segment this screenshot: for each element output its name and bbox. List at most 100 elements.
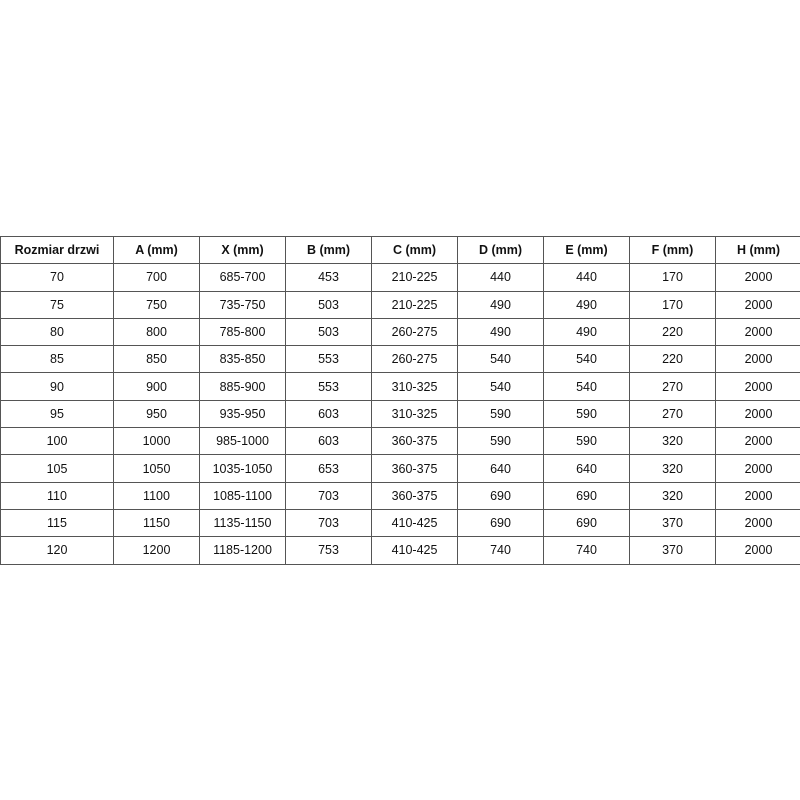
table-cell: 360-375 [371,481,458,510]
table-cell: 370 [629,508,716,538]
table-cell: 590 [543,399,630,429]
table-cell: 1135-1150 [199,508,286,538]
table-cell: 80 [0,317,114,347]
table-cell: 115 [0,508,114,538]
table-cell: 2000 [715,481,800,510]
table-cell: 950 [113,399,200,429]
table-cell: 1200 [113,536,200,565]
table-cell: 270 [629,399,716,429]
table-cell: 850 [113,345,200,374]
table-cell: 210-225 [371,290,458,319]
table-cell: 490 [543,290,630,319]
table-cell: 653 [285,454,372,483]
table-cell: 490 [543,317,630,347]
table-cell: 640 [457,454,544,483]
table-cell: 360-375 [371,454,458,483]
table-cell: 170 [629,290,716,319]
table-cell: 540 [543,372,630,401]
table-cell: 75 [0,290,114,319]
table-row: 75 750 735-750 503 210-225 490 490 170 2000 [0,290,800,319]
column-header: D (mm) [457,235,544,265]
column-header: E (mm) [543,235,630,265]
column-header: B (mm) [285,235,372,265]
table-cell: 750 [113,290,200,319]
table-row: 105 1050 1035-1050 653 360-375 640 640 320 2000 [0,454,800,483]
table-cell: 2000 [715,372,800,401]
table-cell: 503 [285,290,372,319]
table-cell: 453 [285,263,372,292]
table-cell: 320 [629,427,716,456]
table-cell: 410-425 [371,508,458,538]
column-header: X (mm) [199,235,286,265]
column-header: F (mm) [629,235,716,265]
table-row: 90 900 885-900 553 310-325 540 540 270 2000 [0,372,800,401]
table-cell: 553 [285,372,372,401]
table-row: 115 1150 1135-1150 703 410-425 690 690 370 2000 [0,508,800,538]
table-cell: 835-850 [199,345,286,374]
table-cell: 690 [457,508,544,538]
table-cell: 1050 [113,454,200,483]
table-cell: 700 [113,263,200,292]
table-cell: 2000 [715,290,800,319]
table-cell: 753 [285,536,372,565]
table-cell: 885-900 [199,372,286,401]
table-cell: 1100 [113,481,200,510]
table-cell: 2000 [715,345,800,374]
table-row: 80 800 785-800 503 260-275 490 490 220 2000 [0,317,800,347]
table-row: 110 1100 1085-1100 703 360-375 690 690 320 2000 [0,481,800,510]
table-header-row: Rozmiar drzwi A (mm) X (mm) B (mm) C (mm) D (… [0,235,800,265]
table-cell: 2000 [715,508,800,538]
column-header: A (mm) [113,235,200,265]
table-cell: 690 [543,508,630,538]
table-row: 70 700 685-700 453 210-225 440 440 170 2000 [0,263,800,292]
table-cell: 310-325 [371,372,458,401]
table-cell: 1035-1050 [199,454,286,483]
table-cell: 2000 [715,536,800,565]
table-cell: 310-325 [371,399,458,429]
table-row: 95 950 935-950 603 310-325 590 590 270 2000 [0,399,800,429]
table-cell: 640 [543,454,630,483]
table-cell: 2000 [715,317,800,347]
table-cell: 370 [629,536,716,565]
table-cell: 1185-1200 [199,536,286,565]
door-size-table: Rozmiar drzwi A (mm) X (mm) B (mm) C (mm) D (… [0,235,800,565]
table-cell: 440 [457,263,544,292]
table-cell: 410-425 [371,536,458,565]
table-cell: 735-750 [199,290,286,319]
table-cell: 740 [543,536,630,565]
table-cell: 440 [543,263,630,292]
table-cell: 703 [285,508,372,538]
table-row: 85 850 835-850 553 260-275 540 540 220 2000 [0,345,800,374]
table-cell: 590 [457,427,544,456]
table-cell: 503 [285,317,372,347]
table-cell: 120 [0,536,114,565]
table-cell: 360-375 [371,427,458,456]
table-cell: 740 [457,536,544,565]
table-cell: 2000 [715,454,800,483]
table-cell: 220 [629,345,716,374]
table-cell: 490 [457,290,544,319]
table-cell: 70 [0,263,114,292]
table-cell: 2000 [715,399,800,429]
table-cell: 1000 [113,427,200,456]
table-cell: 100 [0,427,114,456]
table-cell: 603 [285,427,372,456]
table-cell: 110 [0,481,114,510]
column-header: Rozmiar drzwi [0,235,114,265]
table-cell: 540 [457,345,544,374]
table-cell: 260-275 [371,345,458,374]
table-cell: 690 [457,481,544,510]
table-cell: 603 [285,399,372,429]
table-cell: 690 [543,481,630,510]
table-cell: 270 [629,372,716,401]
table-cell: 2000 [715,427,800,456]
table-cell: 785-800 [199,317,286,347]
table-cell: 85 [0,345,114,374]
table-cell: 703 [285,481,372,510]
table-cell: 900 [113,372,200,401]
table-cell: 490 [457,317,544,347]
table-row: 120 1200 1185-1200 753 410-425 740 740 370 2000 [0,536,800,565]
table-cell: 320 [629,454,716,483]
table-cell: 210-225 [371,263,458,292]
table-cell: 1150 [113,508,200,538]
